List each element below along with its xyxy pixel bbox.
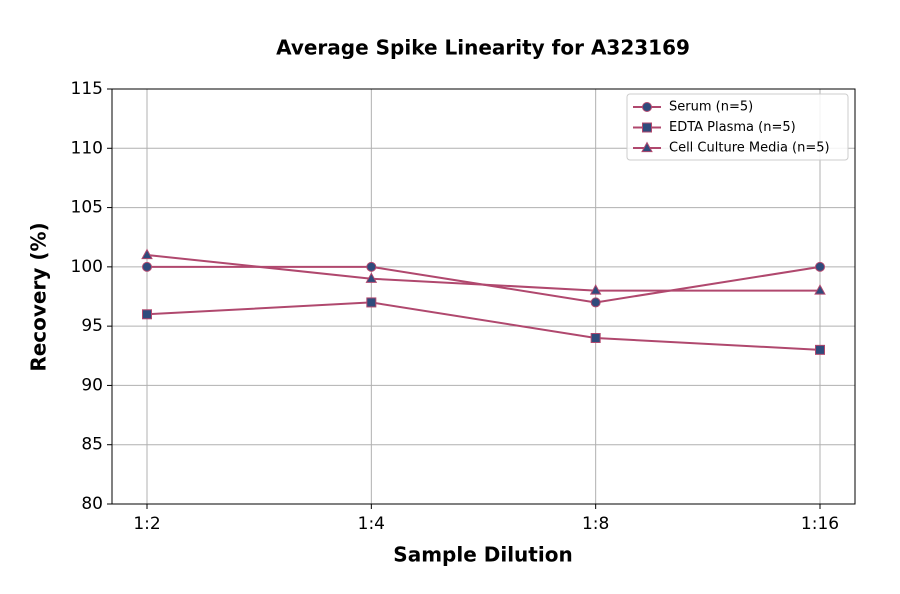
series-line <box>146 254 820 292</box>
data-point <box>366 297 377 308</box>
data-point <box>141 248 153 260</box>
y-tick-label: 105 <box>71 198 103 218</box>
legend-label: EDTA Plasma (n=5) <box>669 120 796 135</box>
y-axis-label: Recovery (%) <box>27 222 51 371</box>
data-point <box>815 261 825 272</box>
y-tick-label: 85 <box>81 435 103 455</box>
series-line <box>146 301 821 351</box>
legend: Serum (n=5) EDTA Plasma (n=5) Cell Culture… <box>626 93 849 161</box>
data-point <box>815 344 825 355</box>
y-tick-label: 80 <box>81 494 103 514</box>
y-tick-label: 110 <box>71 138 103 158</box>
x-tick-label: 1:4 <box>358 514 385 534</box>
chart-title: Average Spike Linearity for A323169 <box>276 36 690 60</box>
legend-marker <box>642 102 652 112</box>
legend-marker <box>641 141 653 153</box>
data-point <box>589 284 602 295</box>
data-point <box>366 261 377 272</box>
data-point <box>814 284 826 295</box>
plot-frame <box>111 88 856 505</box>
y-tick-label: 90 <box>81 375 103 395</box>
x-axis-label: Sample Dilution <box>393 543 572 567</box>
legend-label: Serum (n=5) <box>669 100 753 115</box>
data-point <box>142 261 152 272</box>
x-tick-label: 1:8 <box>582 514 609 534</box>
data-point <box>590 333 601 343</box>
data-point <box>142 309 152 320</box>
data-point <box>365 272 378 283</box>
y-tick-label: 95 <box>81 316 103 336</box>
y-tick-label: 100 <box>71 257 103 277</box>
legend-label: Cell Culture Media (n=5) <box>669 141 830 156</box>
legend-box <box>626 93 849 161</box>
data-point <box>590 297 601 308</box>
x-tick-label: 1:16 <box>801 514 839 534</box>
legend-marker <box>642 122 652 133</box>
x-tick-label: 1:2 <box>133 514 160 534</box>
y-tick-label: 115 <box>71 79 103 99</box>
